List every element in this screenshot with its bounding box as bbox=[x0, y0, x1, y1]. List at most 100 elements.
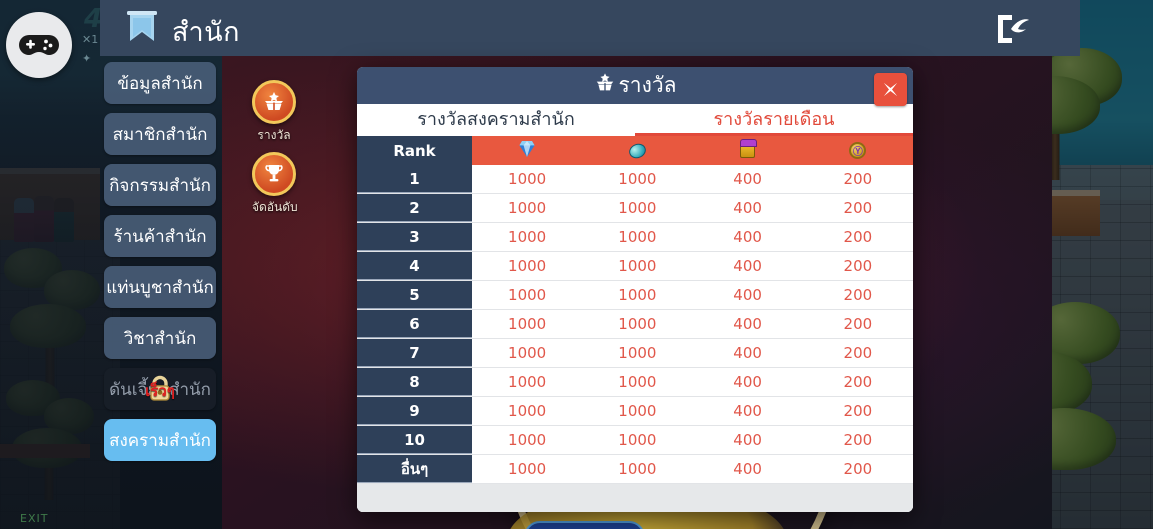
cell-reward-amount: 1000 bbox=[508, 431, 547, 449]
table-row: 8 1000 1000 400 200 bbox=[357, 368, 913, 397]
gift-box-icon bbox=[594, 72, 616, 98]
exit-label: EXIT bbox=[20, 512, 49, 525]
cell-reward-amount: 200 bbox=[843, 257, 873, 275]
teal-coin-icon bbox=[626, 140, 648, 161]
guild-ranking-label: จัดอันดับ bbox=[252, 200, 298, 214]
cell-rank: 6 bbox=[357, 310, 472, 338]
hud-stat-row: ✦ bbox=[82, 52, 92, 65]
table-row: 9 1000 1000 400 200 bbox=[357, 397, 913, 426]
close-x-icon[interactable] bbox=[874, 73, 907, 106]
guild-reward-label: รางวัล bbox=[257, 128, 291, 142]
cell-reward-amount: 1000 bbox=[508, 460, 547, 478]
tab-label: รางวัลรายเดือน bbox=[713, 108, 835, 130]
yellow-chest-icon bbox=[740, 139, 758, 158]
cell-reward-amount: 1000 bbox=[508, 402, 547, 420]
table-row: 2 1000 1000 400 200 bbox=[357, 194, 913, 223]
sidebar-item-guild-war[interactable]: สงครามสำนัก bbox=[104, 419, 216, 461]
sidebar-item-guild-members[interactable]: สมาชิกสำนัก bbox=[104, 113, 216, 155]
cell-reward-amount: 1000 bbox=[508, 199, 547, 217]
sidebar-item-guild-skills[interactable]: วิชาสำนัก bbox=[104, 317, 216, 359]
sidebar-item-guild-shop[interactable]: ร้านค้าสำนัก bbox=[104, 215, 216, 257]
cell-reward-amount: 200 bbox=[843, 170, 873, 188]
cell-reward-amount: 200 bbox=[843, 373, 873, 391]
cell-reward-amount: 1000 bbox=[618, 460, 657, 478]
cell-reward-amount: 1000 bbox=[508, 228, 547, 246]
cell-rank: 3 bbox=[357, 223, 472, 251]
tab-label: รางวัลสงครามสำนัก bbox=[417, 108, 575, 130]
cell-reward-amount: 1000 bbox=[618, 170, 657, 188]
cell-rank: 2 bbox=[357, 194, 472, 222]
column-header-diamond bbox=[472, 136, 582, 165]
table-header-row: Rank Ⓨ bbox=[357, 136, 913, 165]
exit-door-icon[interactable] bbox=[988, 8, 1036, 50]
sidebar-item-label: ร้านค้าสำนัก bbox=[113, 226, 207, 247]
hud-level: 4 bbox=[84, 4, 103, 34]
table-row: 10 1000 1000 400 200 bbox=[357, 426, 913, 455]
guild-reward-button[interactable]: รางวัล bbox=[252, 80, 296, 142]
guild-winstreak-badge: ชนะต่อเนื่อง bbox=[524, 521, 646, 529]
gold-medal-icon: Ⓨ bbox=[849, 142, 867, 159]
cell-rank: 5 bbox=[357, 281, 472, 309]
cell-reward-amount: 200 bbox=[843, 402, 873, 420]
cell-rank: 7 bbox=[357, 339, 472, 367]
gamepad-icon[interactable] bbox=[6, 12, 72, 78]
table-row: 6 1000 1000 400 200 bbox=[357, 310, 913, 339]
cell-reward-amount: 200 bbox=[843, 199, 873, 217]
cell-reward-amount: 400 bbox=[733, 286, 762, 304]
sidebar-item-guild-info[interactable]: ข้อมูลสำนัก bbox=[104, 62, 216, 104]
sidebar-item-label: สงครามสำนัก bbox=[109, 430, 211, 451]
cell-rank: 9 bbox=[357, 397, 472, 425]
sidebar-item-label: สมาชิกสำนัก bbox=[112, 124, 208, 145]
sidebar-item-label: กิจกรรมสำนัก bbox=[109, 175, 211, 196]
table-row: 4 1000 1000 400 200 bbox=[357, 252, 913, 281]
cell-reward-amount: 400 bbox=[733, 373, 762, 391]
cell-reward-amount: 400 bbox=[733, 228, 762, 246]
sidebar-item-guild-dungeon: ดันเจี้ยนสำนัก เร็วๆ bbox=[104, 368, 216, 410]
cell-reward-amount: 200 bbox=[843, 460, 873, 478]
cell-reward-amount: 200 bbox=[843, 344, 873, 362]
table-row: 3 1000 1000 400 200 bbox=[357, 223, 913, 252]
cell-reward-amount: 1000 bbox=[508, 170, 547, 188]
cell-reward-amount: 400 bbox=[733, 460, 762, 478]
column-header-treasure-chest bbox=[693, 136, 803, 165]
table-row: 7 1000 1000 400 200 bbox=[357, 339, 913, 368]
cell-reward-amount: 1000 bbox=[508, 315, 547, 333]
cell-reward-amount: 1000 bbox=[618, 257, 657, 275]
sidebar-item-label: แท่นบูชาสำนัก bbox=[106, 277, 214, 298]
cell-reward-amount: 1000 bbox=[618, 402, 657, 420]
sidebar-item-label: ข้อมูลสำนัก bbox=[117, 73, 203, 94]
cell-reward-amount: 1000 bbox=[618, 431, 657, 449]
sidebar-item-guild-activity[interactable]: กิจกรรมสำนัก bbox=[104, 164, 216, 206]
table-row: อื่นๆ 1000 1000 400 200 bbox=[357, 455, 913, 484]
cell-reward-amount: 1000 bbox=[618, 344, 657, 362]
sidebar-item-guild-altar[interactable]: แท่นบูชาสำนัก bbox=[104, 266, 216, 308]
page-title: สำนัก bbox=[172, 17, 240, 48]
tab-monthly-reward[interactable]: รางวัลรายเดือน bbox=[635, 104, 913, 136]
cell-rank: อื่นๆ bbox=[357, 455, 472, 483]
guild-banner-icon bbox=[124, 8, 160, 48]
dialog-header: รางวัล bbox=[357, 67, 913, 106]
guild-sidebar: ข้อมูลสำนัก สมาชิกสำนัก กิจกรรมสำนัก ร้า… bbox=[104, 62, 216, 461]
tab-guild-war-reward[interactable]: รางวัลสงครามสำนัก bbox=[357, 104, 635, 136]
cell-reward-amount: 200 bbox=[843, 286, 873, 304]
blue-gem-icon bbox=[519, 140, 535, 162]
table-footer bbox=[357, 484, 913, 512]
table-row: 1 1000 1000 400 200 bbox=[357, 165, 913, 194]
cell-reward-amount: 400 bbox=[733, 431, 762, 449]
lock-icon bbox=[146, 373, 174, 403]
reward-table: Rank Ⓨ bbox=[357, 136, 913, 512]
sidebar-item-label: วิชาสำนัก bbox=[123, 328, 197, 349]
column-header-honor-medal: Ⓨ bbox=[803, 136, 913, 165]
guild-ranking-button[interactable]: จัดอันดับ bbox=[252, 152, 298, 214]
cell-rank: 8 bbox=[357, 368, 472, 396]
column-header-spirit-stone bbox=[582, 136, 692, 165]
cell-reward-amount: 1000 bbox=[508, 373, 547, 391]
reward-dialog: รางวัล รางวัลสงครามสำนัก รางวัลรายเดือน … bbox=[357, 67, 913, 512]
cell-reward-amount: 1000 bbox=[618, 228, 657, 246]
top-bar bbox=[100, 0, 1080, 56]
cell-reward-amount: 400 bbox=[733, 402, 762, 420]
hud-stat-row: ✕1 bbox=[82, 33, 99, 46]
cell-reward-amount: 1000 bbox=[618, 286, 657, 304]
cell-reward-amount: 400 bbox=[733, 315, 762, 333]
cell-reward-amount: 200 bbox=[843, 315, 873, 333]
